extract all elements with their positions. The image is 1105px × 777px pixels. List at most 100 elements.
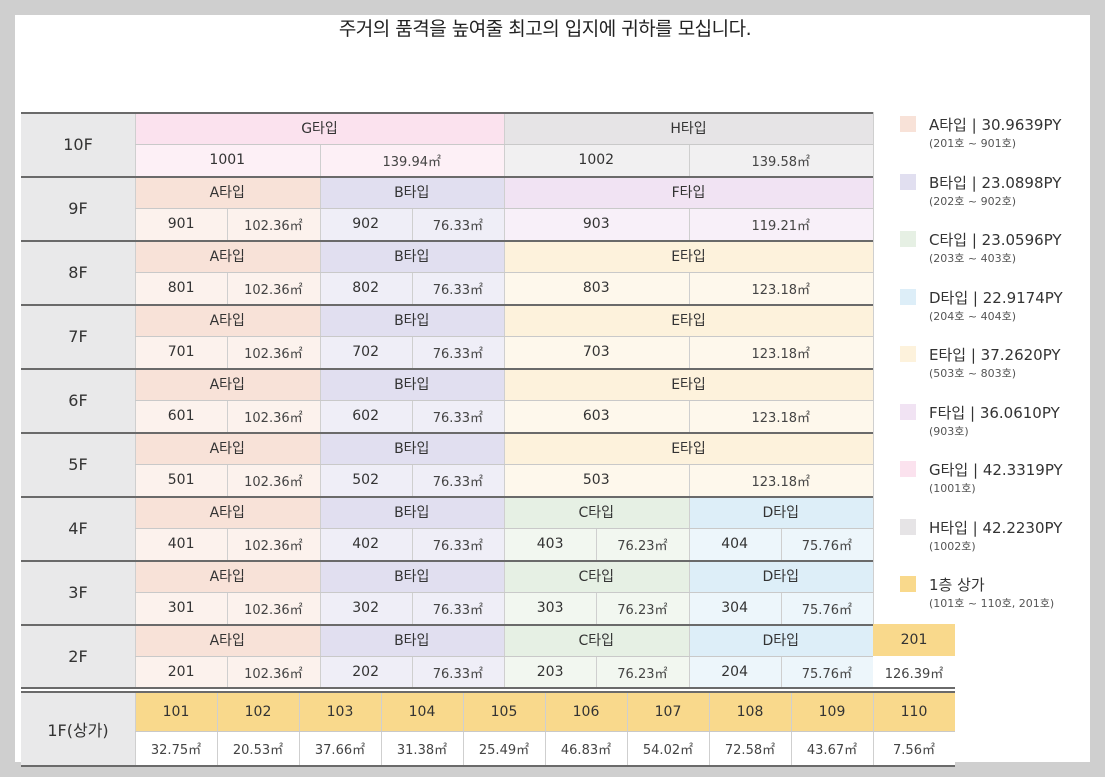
legend-range: (101호 ~ 110호, 201호) <box>929 597 1055 610</box>
divider <box>135 592 320 593</box>
retail-unit-number: 104 <box>381 693 463 731</box>
retail-unit-area: 43.67㎡ <box>791 731 873 765</box>
type-header: B타입 <box>319 560 504 592</box>
unit-area: 123.18㎡ <box>688 272 873 304</box>
divider <box>319 208 504 209</box>
unit-number: 501 <box>135 464 228 496</box>
floor-label: 10F <box>21 112 135 176</box>
divider <box>596 528 598 560</box>
divider <box>319 400 504 401</box>
divider <box>627 693 628 765</box>
divider <box>873 432 874 496</box>
divider <box>780 528 782 560</box>
retail-unit-number: 108 <box>709 693 791 731</box>
divider <box>319 464 504 465</box>
divider <box>688 144 690 176</box>
type-header: D타입 <box>688 560 873 592</box>
type-header: A타입 <box>135 240 320 272</box>
retail-unit-area: 7.56㎡ <box>873 731 955 765</box>
type-header: H타입 <box>504 112 873 144</box>
type-header: F타입 <box>504 176 873 208</box>
unit-number: 803 <box>504 272 689 304</box>
unit-number: 802 <box>319 272 412 304</box>
retail-unit-number: 101 <box>135 693 217 731</box>
divider <box>504 400 873 401</box>
unit-number: 903 <box>504 208 689 240</box>
legend-range: (204호 ~ 404호) <box>929 309 1017 323</box>
retail-unit-number: 201 <box>873 624 955 656</box>
type-header: D타입 <box>688 624 873 656</box>
divider <box>688 528 873 529</box>
divider <box>411 272 413 304</box>
unit-number: 901 <box>135 208 228 240</box>
unit-number: 601 <box>135 400 228 432</box>
divider <box>596 656 598 688</box>
unit-area: 123.18㎡ <box>688 336 873 368</box>
type-header: E타입 <box>504 368 873 400</box>
divider <box>791 693 792 765</box>
divider <box>504 656 689 657</box>
unit-area: 102.36㎡ <box>227 592 320 624</box>
unit-area: 76.33㎡ <box>411 400 504 432</box>
divider <box>319 336 504 337</box>
unit-area: 102.36㎡ <box>227 272 320 304</box>
type-header: B타입 <box>319 304 504 336</box>
divider <box>411 656 413 688</box>
unit-number: 1002 <box>504 144 689 176</box>
floor-label: 3F <box>21 560 135 624</box>
legend-swatch <box>900 461 916 477</box>
divider <box>135 272 320 273</box>
divider <box>21 432 873 434</box>
type-header: G타입 <box>135 112 504 144</box>
type-header: D타입 <box>688 496 873 528</box>
unit-number: 402 <box>319 528 412 560</box>
divider <box>21 687 955 689</box>
divider <box>135 144 504 145</box>
divider <box>217 693 218 765</box>
divider <box>504 144 873 145</box>
divider <box>135 693 136 765</box>
legend-title: H타입 | 42.2230PY <box>929 518 1063 537</box>
divider <box>227 400 229 432</box>
retail-unit-area: 37.66㎡ <box>299 731 381 765</box>
divider <box>688 592 873 593</box>
divider <box>688 272 690 304</box>
divider <box>411 528 413 560</box>
unit-number: 301 <box>135 592 228 624</box>
divider <box>504 464 873 465</box>
unit-area: 76.33㎡ <box>411 464 504 496</box>
divider <box>227 656 229 688</box>
floor-label: 2F <box>21 624 135 688</box>
floor-label: 1F(상가) <box>21 693 135 765</box>
unit-area: 102.36㎡ <box>227 400 320 432</box>
divider <box>21 368 873 370</box>
divider <box>545 693 546 765</box>
divider <box>873 693 874 765</box>
retail-unit-area: 20.53㎡ <box>217 731 299 765</box>
divider <box>135 528 320 529</box>
type-header: C타입 <box>504 624 689 656</box>
retail-unit-number: 110 <box>873 693 955 731</box>
divider <box>21 765 955 767</box>
legend-title: C타입 | 23.0596PY <box>929 231 1062 249</box>
divider <box>411 208 413 240</box>
type-header: A타입 <box>135 496 320 528</box>
legend-title: G타입 | 42.3319PY <box>929 461 1063 479</box>
legend-range: (1002호) <box>929 539 976 553</box>
legend-range: (503호 ~ 803호) <box>929 367 1017 380</box>
unit-number: 1001 <box>135 144 320 176</box>
unit-area: 76.33㎡ <box>411 592 504 624</box>
divider <box>709 693 710 765</box>
type-header: A타입 <box>135 176 320 208</box>
legend-swatch <box>900 403 916 420</box>
unit-area: 75.76㎡ <box>780 528 873 560</box>
unit-area: 102.36㎡ <box>227 208 320 240</box>
divider <box>688 400 690 432</box>
divider <box>21 560 873 562</box>
unit-number: 801 <box>135 272 228 304</box>
legend-title: D타입 | 22.9174PY <box>929 288 1063 307</box>
divider <box>411 592 413 624</box>
legend-range: (203호 ~ 403호) <box>929 252 1017 265</box>
divider <box>504 336 873 337</box>
legend-title: A타입 | 30.9639PY <box>929 116 1062 134</box>
